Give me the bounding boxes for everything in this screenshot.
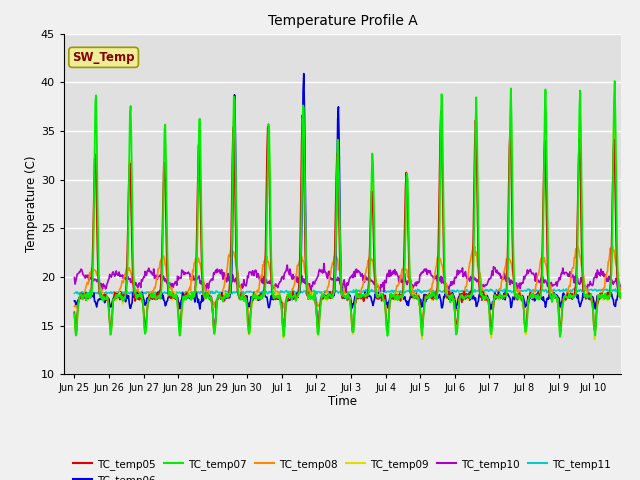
- X-axis label: Time: Time: [328, 395, 357, 408]
- Y-axis label: Temperature (C): Temperature (C): [25, 156, 38, 252]
- Text: SW_Temp: SW_Temp: [72, 51, 135, 64]
- Title: Temperature Profile A: Temperature Profile A: [268, 14, 417, 28]
- Legend: TC_temp05, TC_temp06, TC_temp07, TC_temp08, TC_temp09, TC_temp10, TC_temp11: TC_temp05, TC_temp06, TC_temp07, TC_temp…: [69, 455, 615, 480]
